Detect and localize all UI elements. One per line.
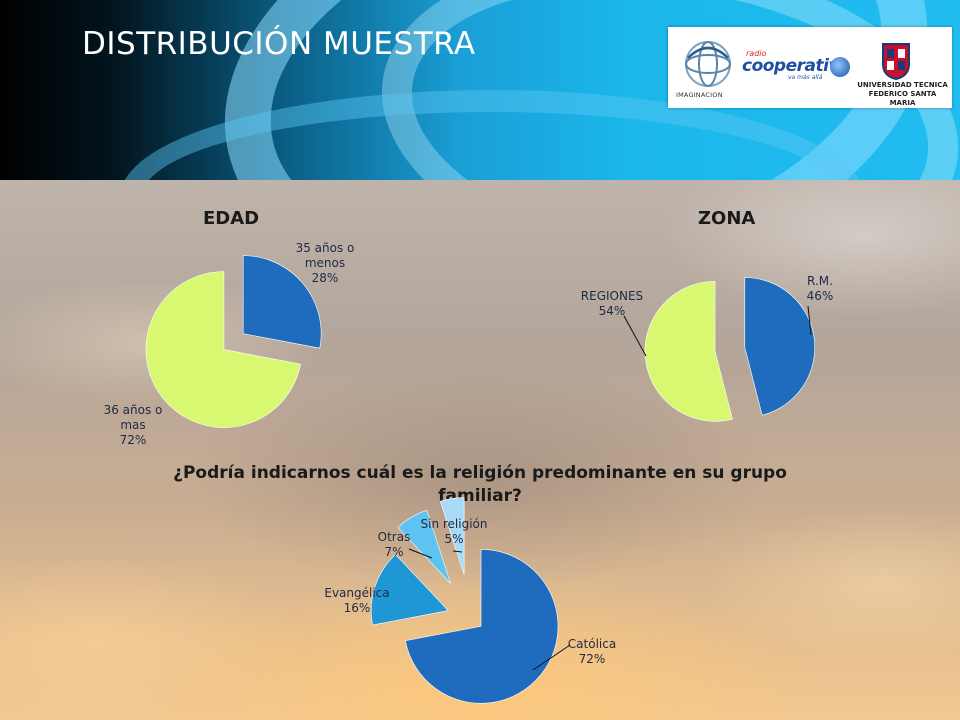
radio-logo-text: radio — [746, 49, 767, 58]
pie-slice-sin-religion — [439, 497, 465, 575]
imaginacion-logo — [685, 41, 731, 87]
data-label-36-mas: 36 años o mas 72% — [104, 403, 163, 447]
data-label-catolica: Católica 72% — [568, 637, 616, 666]
imaginacion-logo-text: IMAGINACION — [676, 91, 723, 99]
cooperativa-tagline: va más allá — [788, 74, 823, 81]
usm-line-2: FEDERICO SANTA MARIA — [868, 90, 937, 107]
pie-slice-catolica — [405, 548, 559, 704]
usm-line-1: UNIVERSIDAD TECNICA — [857, 81, 948, 89]
leader-line-catolica — [532, 644, 571, 671]
leader-line-rm — [807, 305, 812, 336]
chart-title-zona: ZONA — [698, 208, 756, 229]
data-label-rm: R.M. 46% — [807, 274, 834, 303]
header-banner: DISTRIBUCIÓN MUESTRA IMAGINACION radio c… — [0, 0, 960, 180]
chart-title-edad: EDAD — [203, 208, 260, 229]
usm-crest-icon — [882, 43, 910, 80]
cooperativa-logo-text: cooperativa — [742, 56, 851, 76]
pie-slice-rm — [744, 277, 816, 416]
data-label-regiones: REGIONES 54% — [581, 289, 643, 318]
pie-slice-evangelica — [370, 554, 449, 626]
leader-line-otras — [408, 548, 433, 559]
usm-logo-text: UNIVERSIDAD TECNICA FEDERICO SANTA MARIA — [855, 81, 950, 108]
data-label-evangelica: Evangélica 16% — [324, 586, 389, 615]
page-title: DISTRIBUCIÓN MUESTRA — [82, 26, 476, 62]
logo-panel: IMAGINACION radio cooperativa va más all… — [668, 27, 952, 108]
data-label-35-menos: 35 años o menos 28% — [296, 241, 355, 285]
leader-line-regiones — [623, 315, 647, 357]
pie-slice-otras — [397, 509, 451, 584]
leader-line-sin-religion — [452, 550, 463, 553]
pie-slice-35-menos — [242, 255, 322, 349]
data-label-sin-religion: Sin religión 5% — [421, 517, 488, 546]
data-label-otras: Otras 7% — [378, 530, 411, 559]
pie-slice-36-mas — [145, 271, 301, 428]
pie-slice-regiones — [644, 280, 733, 422]
cooperativa-badge-icon — [830, 57, 850, 77]
